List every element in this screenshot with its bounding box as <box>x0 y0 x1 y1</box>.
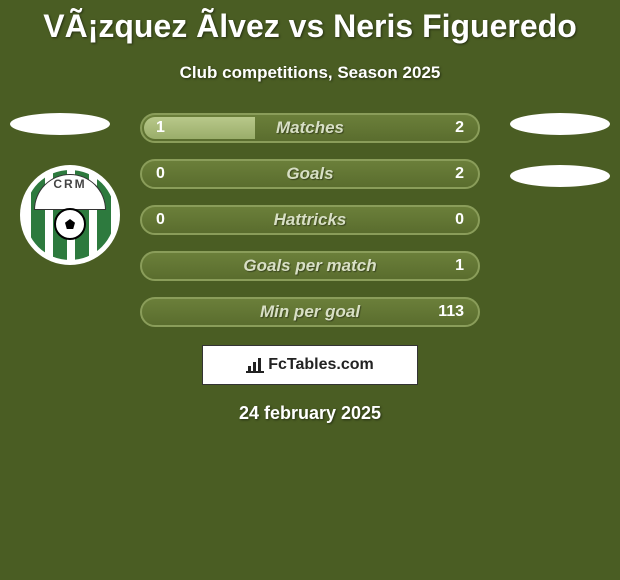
stat-row-matches: 1 Matches 2 <box>140 113 480 143</box>
stat-left-value: 0 <box>156 165 165 183</box>
stat-row-min-per-goal: Min per goal 113 <box>140 297 480 327</box>
player-right-placeholder-1 <box>510 113 610 135</box>
stat-label: Matches <box>276 118 344 138</box>
stat-right-value: 113 <box>438 303 464 321</box>
subtitle: Club competitions, Season 2025 <box>0 63 620 83</box>
stat-row-hattricks: 0 Hattricks 0 <box>140 205 480 235</box>
soccer-ball-icon <box>54 208 86 240</box>
player-left-placeholder <box>10 113 110 135</box>
player-right-placeholder-2 <box>510 165 610 187</box>
stat-left-value: 1 <box>156 119 165 137</box>
stat-label: Goals per match <box>243 256 376 276</box>
attribution-box: FcTables.com <box>202 345 418 385</box>
stat-row-goals-per-match: Goals per match 1 <box>140 251 480 281</box>
stat-label: Min per goal <box>260 302 360 322</box>
stat-label: Goals <box>286 164 333 184</box>
stat-row-goals: 0 Goals 2 <box>140 159 480 189</box>
attribution-text: FcTables.com <box>268 356 374 374</box>
stat-right-value: 0 <box>455 211 464 229</box>
date-label: 24 february 2025 <box>0 403 620 424</box>
stat-label: Hattricks <box>274 210 347 230</box>
stat-right-value: 1 <box>455 257 464 275</box>
stat-right-value: 2 <box>455 119 464 137</box>
chart-icon <box>246 357 264 373</box>
stat-left-value: 0 <box>156 211 165 229</box>
stat-bars: 1 Matches 2 0 Goals 2 0 Hattricks 0 Goal… <box>140 113 480 327</box>
comparison-content: CRM 1 Matches 2 0 Goals 2 0 Hattricks 0 <box>0 113 620 424</box>
club-badge: CRM <box>20 165 120 265</box>
page-title: VÃ¡zquez Ãlvez vs Neris Figueredo <box>0 0 620 45</box>
stat-right-value: 2 <box>455 165 464 183</box>
